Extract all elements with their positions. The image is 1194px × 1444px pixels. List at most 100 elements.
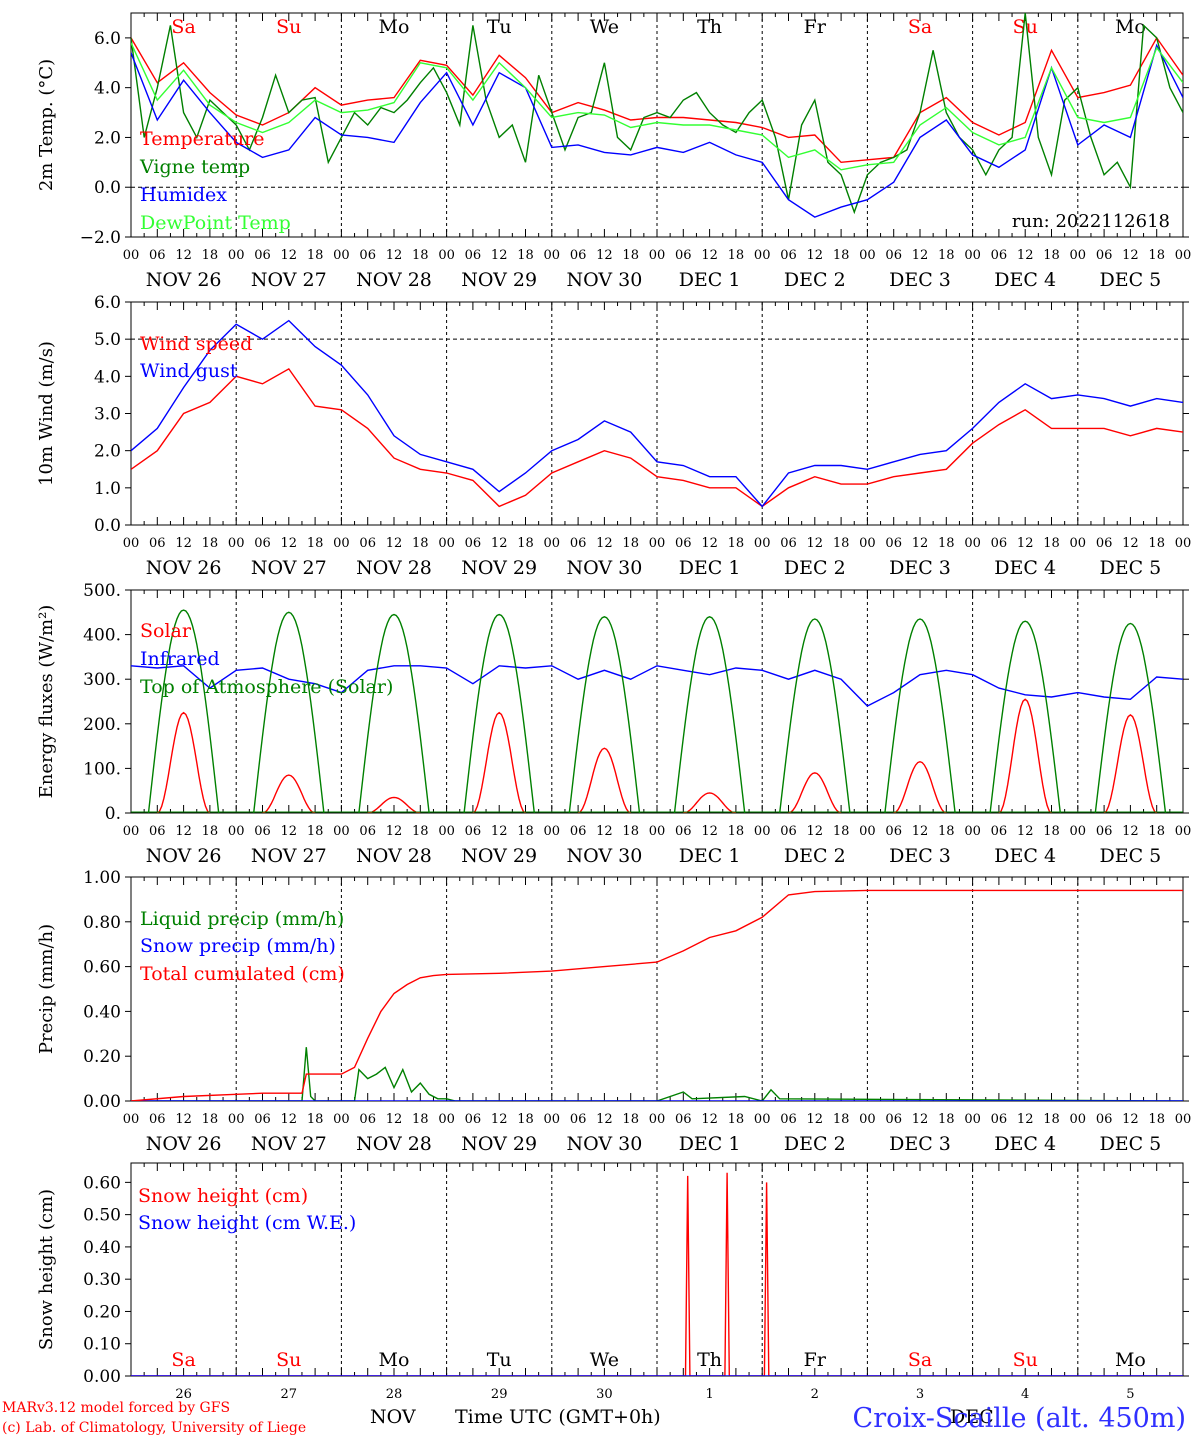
hour-tick-label: 12 xyxy=(1122,536,1139,551)
legend-entry: DewPoint Temp xyxy=(140,212,291,234)
hour-tick-label: 00 xyxy=(1070,824,1087,839)
date-label: NOV 28 xyxy=(356,269,432,291)
date-label: DEC 5 xyxy=(1100,1133,1162,1155)
hour-tick-label: 12 xyxy=(1017,248,1034,263)
hour-tick-label: 06 xyxy=(675,1112,692,1127)
hour-tick-label: 12 xyxy=(912,536,929,551)
series-line-1 xyxy=(131,665,1183,707)
hour-tick-label: 18 xyxy=(1043,248,1060,263)
hour-tick-label: 06 xyxy=(1096,248,1113,263)
hour-tick-label: 18 xyxy=(622,1112,639,1127)
date-label: NOV 29 xyxy=(461,269,537,291)
hour-tick-label: 12 xyxy=(386,1112,403,1127)
hour-tick-label: 06 xyxy=(254,824,271,839)
hour-tick-label: 18 xyxy=(938,1112,955,1127)
hour-tick-label: 12 xyxy=(1017,1112,1034,1127)
hour-tick-label: 12 xyxy=(175,248,192,263)
series-line-2 xyxy=(131,889,1183,1101)
hour-tick-label: 00 xyxy=(438,1112,455,1127)
y-tick-label: 0.40 xyxy=(83,1238,121,1258)
hour-tick-label: 18 xyxy=(1148,248,1165,263)
hour-tick-label: 00 xyxy=(649,824,666,839)
weekday-label: Mo xyxy=(1115,1349,1146,1371)
date-label: NOV 27 xyxy=(251,845,327,867)
date-label: DEC 2 xyxy=(784,269,846,291)
y-axis-label: Energy fluxes (W/m²) xyxy=(36,605,57,799)
y-tick-label: 200. xyxy=(83,715,121,735)
date-label: DEC 3 xyxy=(889,1133,951,1155)
hour-tick-label: 18 xyxy=(728,248,745,263)
hour-tick-label: 06 xyxy=(465,248,482,263)
y-axis-label: 2m Temp. (°C) xyxy=(36,59,57,191)
y-tick-label: 0.20 xyxy=(83,1302,121,1322)
y-tick-label: 300. xyxy=(83,670,121,690)
hour-tick-label: 00 xyxy=(333,248,350,263)
hour-tick-label: 06 xyxy=(780,536,797,551)
hour-tick-label: 06 xyxy=(1096,536,1113,551)
hour-tick-label: 12 xyxy=(1122,1112,1139,1127)
date-label: DEC 1 xyxy=(679,845,741,867)
legend-entry: Vigne temp xyxy=(139,156,250,178)
hour-tick-label: 18 xyxy=(833,1112,850,1127)
legend-entry: Temperature xyxy=(140,128,264,150)
hour-tick-label: 12 xyxy=(386,248,403,263)
date-label: DEC 5 xyxy=(1100,269,1162,291)
hour-tick-label: 12 xyxy=(912,824,929,839)
date-label: NOV 26 xyxy=(146,1133,222,1155)
date-label: DEC 1 xyxy=(679,1133,741,1155)
hour-tick-label: 06 xyxy=(359,1112,376,1127)
panel-frame xyxy=(130,12,1184,238)
hour-tick-label: 00 xyxy=(859,248,876,263)
date-label: NOV 29 xyxy=(461,845,537,867)
series-group xyxy=(131,13,1183,218)
hour-tick-label: 00 xyxy=(1175,1112,1192,1127)
date-label: DEC 4 xyxy=(994,269,1056,291)
hour-tick-label: 06 xyxy=(149,1112,166,1127)
weekday-label: Th xyxy=(697,16,722,38)
hour-tick-label: 06 xyxy=(254,1112,271,1127)
legend-entry: Humidex xyxy=(140,184,227,206)
series-line-0 xyxy=(131,1172,1183,1376)
date-label: NOV 27 xyxy=(251,269,327,291)
y-tick-label: 4.0 xyxy=(94,367,121,387)
weekday-label: Sa xyxy=(908,16,932,38)
model-credit: MARv3.12 model forced by GFS xyxy=(2,1400,231,1416)
weekday-label: Mo xyxy=(379,16,410,38)
hour-tick-label: 06 xyxy=(149,536,166,551)
panel-precip: 0.00 0.20 0.40 0.60 0.80 1.00 Precip (mm/h) 00 0… xyxy=(36,868,1191,1155)
hour-tick-label: 00 xyxy=(123,1112,140,1127)
series-group xyxy=(131,609,1183,813)
date-label: NOV 30 xyxy=(566,557,642,579)
hour-tick-label: 00 xyxy=(333,536,350,551)
weekday-label: Su xyxy=(1013,16,1038,38)
hour-tick-label: 00 xyxy=(544,824,561,839)
y-axis-label: Precip (mm/h) xyxy=(36,924,57,1054)
date-label: NOV 26 xyxy=(146,845,222,867)
legend-entry: Total cumulated (cm) xyxy=(140,963,345,985)
y-tick-label: 2.0 xyxy=(94,442,121,462)
hour-tick-label: 12 xyxy=(281,536,298,551)
run-label: run: 2022112618 xyxy=(1012,211,1170,232)
weekday-label: Tu xyxy=(487,16,512,38)
date-label: NOV 28 xyxy=(356,1133,432,1155)
hour-tick-label: 18 xyxy=(202,1112,219,1127)
hour-tick-label: 12 xyxy=(1122,248,1139,263)
y-tick-label: 0.60 xyxy=(83,1173,121,1193)
panel-flux: 0. 100. 200. 300. 400. 500. Energy fluxes (W/m… xyxy=(36,581,1191,867)
hour-tick-label: 18 xyxy=(307,536,324,551)
hour-tick-label: 00 xyxy=(1175,536,1192,551)
hour-tick-label: 00 xyxy=(123,248,140,263)
y-tick-label: 400. xyxy=(83,626,121,646)
series-line-0 xyxy=(131,1047,1183,1101)
hour-tick-label: 18 xyxy=(728,824,745,839)
hour-tick-label: 12 xyxy=(491,1112,508,1127)
y-axis-label: 10m Wind (m/s) xyxy=(36,341,57,486)
y-tick-label: 2.0 xyxy=(94,128,121,148)
y-tick-label: 4.0 xyxy=(94,79,121,99)
hour-tick-label: 00 xyxy=(859,1112,876,1127)
series-line-3 xyxy=(131,42,1183,171)
y-tick-label: 5.0 xyxy=(94,330,121,350)
date-label: DEC 5 xyxy=(1100,845,1162,867)
weekday-label: Tu xyxy=(487,1349,512,1371)
